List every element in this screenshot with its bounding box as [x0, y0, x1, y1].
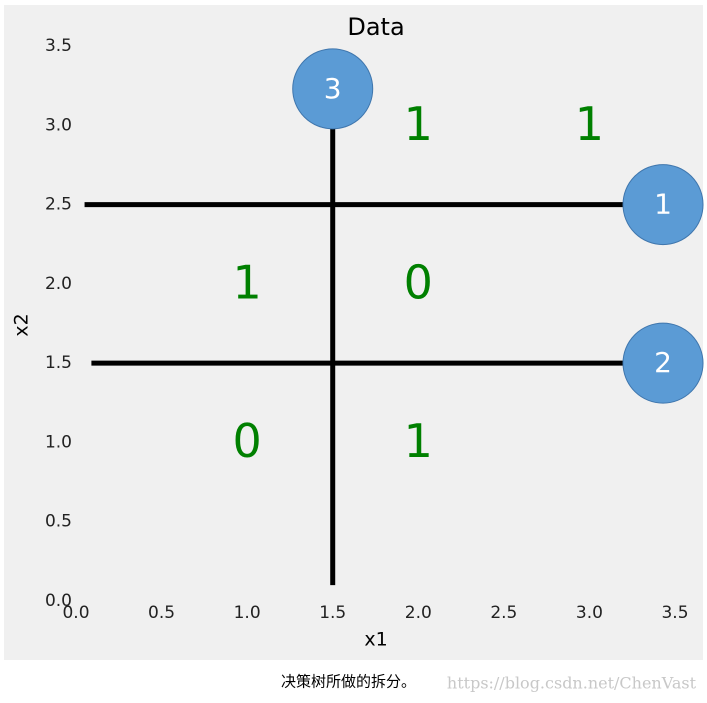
- split-node: [292, 48, 374, 130]
- region-label: 1: [233, 255, 262, 309]
- x-tick-label: 3.0: [576, 603, 603, 623]
- y-tick-label: 0.0: [45, 591, 72, 611]
- chart-title: Data: [347, 13, 404, 41]
- y-tick-label: 3.0: [45, 115, 72, 135]
- region-label: 0: [233, 414, 262, 468]
- split-node: [622, 164, 704, 246]
- region-label: 0: [404, 255, 433, 309]
- x-tick-label: 1.0: [234, 603, 261, 623]
- region-label: 1: [404, 414, 433, 468]
- y-tick-label: 2.0: [45, 274, 72, 294]
- region-label: 1: [404, 97, 433, 151]
- node-label: 1: [654, 188, 672, 221]
- region-label: 1: [575, 97, 604, 151]
- watermark: https://blog.csdn.net/ChenVast: [447, 674, 697, 693]
- x-tick-label: 0.0: [62, 603, 89, 623]
- y-tick-label: 3.5: [45, 36, 72, 56]
- x-tick-label: 3.5: [661, 603, 688, 623]
- y-tick-label: 1.5: [45, 353, 72, 373]
- x-tick-label: 0.5: [148, 603, 175, 623]
- y-tick-label: 2.5: [45, 195, 72, 215]
- caption: 决策树所做的拆分。: [281, 673, 416, 691]
- y-tick-label: 1.0: [45, 432, 72, 452]
- node-label: 3: [324, 72, 342, 105]
- x-axis-label: x1: [364, 629, 387, 651]
- y-tick-label: 0.5: [45, 512, 72, 532]
- y-axis-label: x2: [11, 313, 33, 336]
- x-tick-label: 1.5: [319, 603, 346, 623]
- node-label: 2: [654, 346, 672, 379]
- x-tick-label: 2.0: [405, 603, 432, 623]
- split-node: [622, 322, 704, 404]
- x-tick-label: 2.5: [490, 603, 517, 623]
